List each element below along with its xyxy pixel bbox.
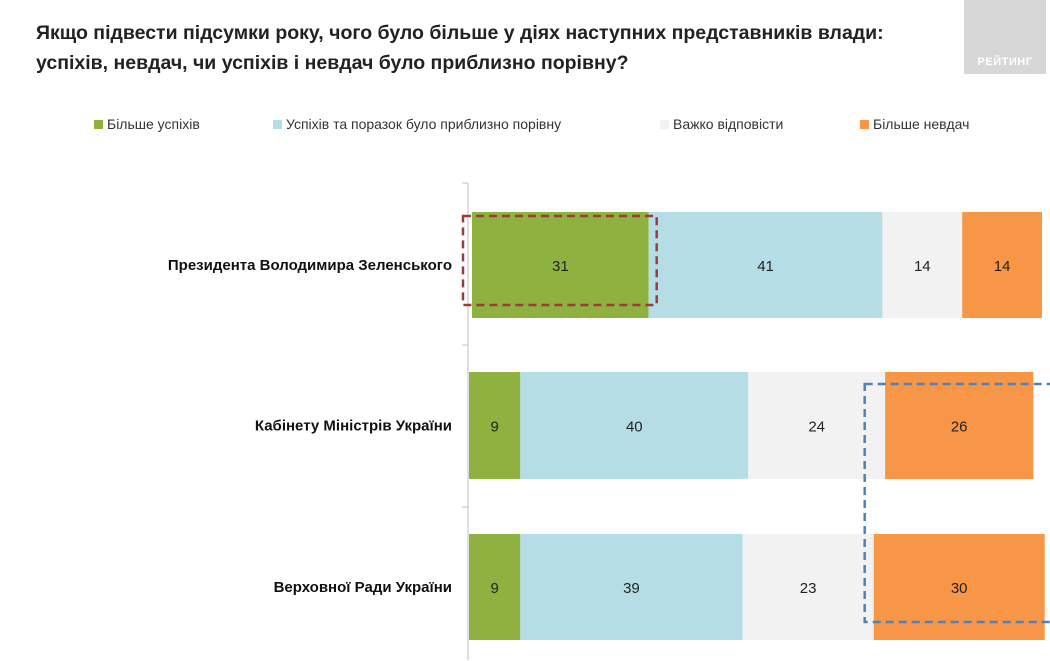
value-label-cabinet-more-success: 9: [490, 419, 498, 436]
legend-swatch-hard-to-say: [660, 119, 669, 129]
legend-item-equal: Успіхів та поразок було приблизно порівн…: [273, 116, 561, 132]
value-label-zelensky-more-failure: 14: [994, 258, 1011, 275]
value-label-rada-equal: 39: [623, 580, 640, 597]
chart-title-line-1: Якщо підвести підсумки року, чого було б…: [36, 22, 884, 44]
highlight-zelensky-more-success: [461, 214, 658, 307]
category-label-cabinet: Кабінету Міністрів України: [255, 418, 452, 435]
bar-segment-rada-equal: [520, 534, 743, 640]
bar-segment-cabinet-equal: [520, 372, 749, 479]
bar-segment-zelensky-more-success: [472, 212, 649, 318]
value-label-cabinet-equal: 40: [626, 419, 643, 436]
value-label-cabinet-more-failure: 26: [951, 419, 968, 436]
value-label-rada-hard-to-say: 23: [800, 580, 817, 597]
bar-segment-zelensky-equal: [648, 212, 883, 318]
legend-label-equal: Успіхів та поразок було приблизно порівн…: [286, 116, 562, 132]
bar-segment-cabinet-hard-to-say: [748, 372, 886, 479]
bar-segment-rada-hard-to-say: [742, 534, 874, 640]
chart-legend: Більше успіхів Успіхів та поразок було п…: [0, 116, 1050, 138]
legend-swatch-equal: [273, 119, 282, 129]
legend-item-more-success: Більше успіхів: [94, 116, 200, 132]
category-label-rada: Верховної Ради України: [274, 579, 452, 596]
rating-logo-text: РЕЙТИНГ: [977, 56, 1033, 68]
value-label-zelensky-equal: 41: [757, 258, 774, 275]
legend-label-more-failure: Більше невдач: [873, 116, 970, 132]
bar-segment-zelensky-hard-to-say: [882, 212, 963, 318]
bar-segment-cabinet-more-success: [469, 372, 521, 479]
legend-swatch-more-failure: [860, 119, 869, 129]
bar-segment-zelensky-more-failure: [962, 212, 1042, 318]
chart-title-line-2: успіхів, невдач, чи успіхів і невдач бул…: [36, 52, 629, 74]
value-label-zelensky-hard-to-say: 14: [914, 258, 931, 275]
value-label-rada-more-failure: 30: [951, 580, 968, 597]
legend-item-hard-to-say: Важко відповісти: [660, 116, 783, 132]
highlight-cabinet-rada-more-failure: [863, 382, 1050, 624]
rating-logo: РЕЙТИНГ: [964, 0, 1046, 74]
legend-label-hard-to-say: Важко відповісти: [673, 116, 784, 132]
legend-label-more-success: Більше успіхів: [107, 116, 200, 132]
value-label-rada-more-success: 9: [490, 580, 498, 597]
value-label-zelensky-more-success: 31: [552, 258, 569, 275]
bar-segment-cabinet-more-failure: [885, 372, 1034, 479]
value-label-cabinet-hard-to-say: 24: [808, 419, 825, 436]
bar-segment-rada-more-success: [469, 534, 521, 640]
legend-swatch-more-success: [94, 119, 103, 129]
category-label-zelensky: Президента Володимира Зеленського: [168, 257, 452, 274]
legend-item-more-failure: Більше невдач: [860, 116, 969, 132]
chart-title: Якщо підвести підсумки року, чого було б…: [36, 18, 936, 78]
